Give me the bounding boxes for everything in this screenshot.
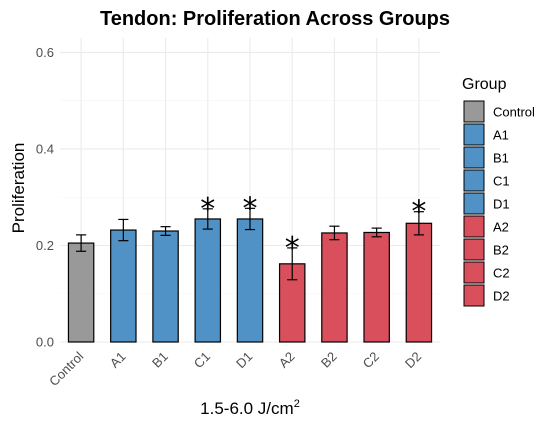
x-tick-label: A2: [276, 349, 298, 371]
x-tick-label: C2: [360, 349, 382, 371]
legend-key: [463, 146, 485, 169]
legend-label: Control: [493, 105, 535, 120]
legend-label: C2: [493, 266, 510, 281]
x-axis-title-superscript: 2: [294, 398, 300, 410]
significance-marker: *: [243, 191, 258, 226]
legend-label: D1: [493, 197, 510, 212]
y-tick-label: 0.0: [36, 335, 54, 350]
legend-key: [463, 169, 485, 192]
legend-label: C1: [493, 174, 510, 189]
legend-label: A1: [493, 128, 509, 143]
x-axis-title: 1.5-6.0 J/cm2: [200, 398, 300, 418]
legend-key: [463, 215, 485, 238]
x-tick-label: D2: [402, 349, 424, 371]
x-tick-label: D1: [233, 349, 255, 371]
x-tick-label: Control: [46, 349, 86, 389]
legend-key: [463, 123, 485, 146]
legend-key: [463, 100, 485, 123]
chart-title: Tendon: Proliferation Across Groups: [100, 8, 450, 30]
bar: [405, 222, 433, 343]
x-tick-label: B2: [318, 349, 340, 371]
bars: * * * *: [67, 191, 433, 343]
legend-title: Group: [462, 76, 507, 93]
legend-label: D2: [493, 289, 510, 304]
x-axis-title-main: 1.5-6.0 J/cm: [200, 399, 294, 418]
bar: [363, 231, 390, 343]
y-axis-ticks: 0.0 0.2 0.4 0.6: [36, 45, 54, 350]
y-tick-label: 0.6: [36, 45, 54, 60]
legend: Group Control A1 B1 C1 D1 A2 B2 C2 D2: [462, 76, 535, 307]
y-tick-label: 0.2: [36, 238, 54, 253]
y-axis-title: Proliferation: [9, 143, 28, 234]
legend-label: B1: [493, 151, 509, 166]
x-tick-label: A1: [107, 349, 129, 371]
x-tick-label: C1: [191, 349, 213, 371]
bar: [236, 218, 264, 343]
bar: [194, 218, 222, 343]
bar: [110, 229, 137, 343]
bar: [152, 230, 179, 343]
significance-marker: *: [285, 231, 300, 266]
x-tick-label: B1: [149, 349, 171, 371]
bar: [321, 232, 348, 343]
y-tick-label: 0.4: [36, 141, 54, 156]
legend-key: [463, 261, 485, 284]
legend-label: B2: [493, 243, 509, 258]
legend-key: [463, 192, 485, 215]
significance-marker: *: [200, 192, 215, 227]
legend-key: [463, 284, 485, 307]
bar: [67, 242, 95, 343]
x-axis-ticks: Control A1 B1 C1 D1 A2 B2 C2 D2: [46, 349, 424, 389]
legend-label: A2: [493, 220, 509, 235]
significance-marker: *: [411, 195, 426, 230]
legend-key: [463, 238, 485, 261]
